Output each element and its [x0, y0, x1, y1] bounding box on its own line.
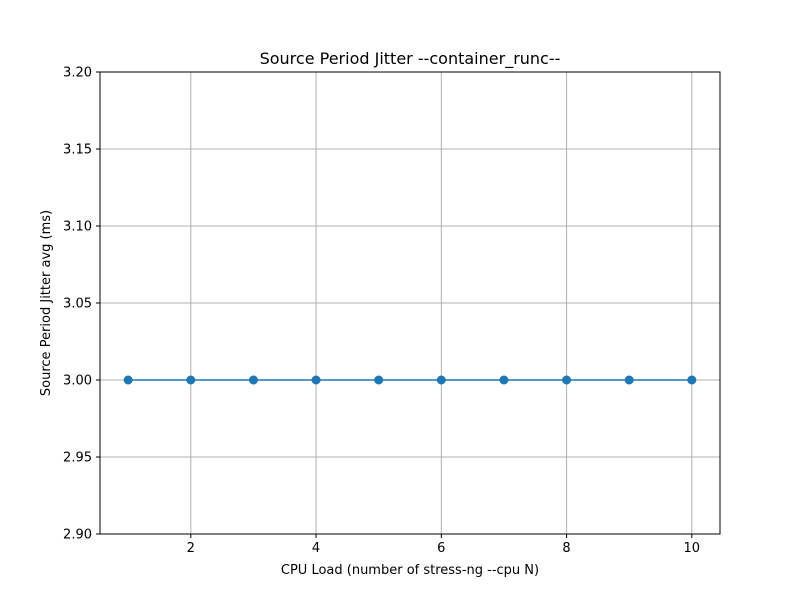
x-tick-label: 10: [684, 541, 701, 556]
x-tick-label: 4: [312, 541, 320, 556]
data-point: [123, 375, 133, 385]
x-tick-label: 6: [437, 541, 445, 556]
y-tick-label: 2.95: [63, 451, 92, 466]
data-point: [311, 375, 321, 385]
data-point: [499, 375, 509, 385]
plot-series: [123, 375, 697, 385]
y-tick-label: 3.00: [63, 374, 92, 389]
chart-title: Source Period Jitter --container_runc--: [260, 49, 561, 69]
axis-ticks: 2 4 6 8 10 2.90 2.95 3.00 3.05 3.10 3.15 3.20: [63, 66, 700, 557]
data-point: [436, 375, 446, 385]
data-point: [186, 375, 196, 385]
x-tick-label: 2: [187, 541, 195, 556]
x-tick-label: 8: [562, 541, 570, 556]
y-tick-label: 3.15: [63, 143, 92, 158]
data-point: [562, 375, 572, 385]
data-point: [374, 375, 384, 385]
x-axis-label: CPU Load (number of stress-ng --cpu N): [281, 563, 539, 578]
y-tick-label: 3.10: [63, 220, 92, 235]
y-tick-label: 2.90: [63, 528, 92, 543]
y-tick-label: 3.05: [63, 297, 92, 312]
data-point: [248, 375, 258, 385]
y-tick-label: 3.20: [63, 66, 92, 81]
data-point: [624, 375, 634, 385]
y-axis-label: Source Period Jitter avg (ms): [39, 210, 54, 396]
data-point: [687, 375, 697, 385]
